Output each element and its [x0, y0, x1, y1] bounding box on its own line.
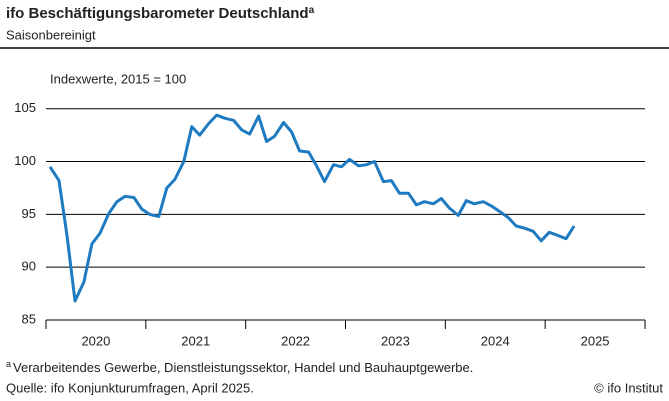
x-tick-label: 2020	[81, 333, 110, 348]
y-tick-label: 100	[14, 153, 36, 168]
y-axis-label: Indexwerte, 2015 = 100	[50, 71, 186, 86]
copyright: © ifo Institut	[594, 380, 663, 395]
title-text: ifo Beschäftigungsbarometer Deutschland	[6, 5, 309, 22]
y-tick-label: 95	[22, 206, 36, 221]
title-note: a	[309, 5, 315, 16]
source: Quelle: ifo Konjunkturumfragen, April 20…	[6, 380, 254, 395]
y-tick-label: 105	[14, 100, 36, 115]
chart-title: ifo Beschäftigungsbarometer Deutschlanda	[6, 5, 315, 22]
x-tick-label: 2024	[481, 333, 510, 348]
y-tick-label: 90	[22, 259, 36, 274]
footnote: a Verarbeitendes Gewerbe, Dienstleistungs…	[6, 359, 473, 375]
footnote-marker: a	[6, 359, 11, 369]
footnote-text: Verarbeitendes Gewerbe, Dienstleistungss…	[13, 360, 473, 375]
x-tick-label: 2025	[581, 333, 610, 348]
x-tick-label: 2022	[281, 333, 310, 348]
data-line	[48, 113, 576, 303]
y-tick-label: 85	[22, 311, 36, 326]
subtitle: Saisonbereinigt	[6, 27, 96, 42]
x-tick-label: 2023	[381, 333, 410, 348]
x-tick-label: 2021	[181, 333, 210, 348]
